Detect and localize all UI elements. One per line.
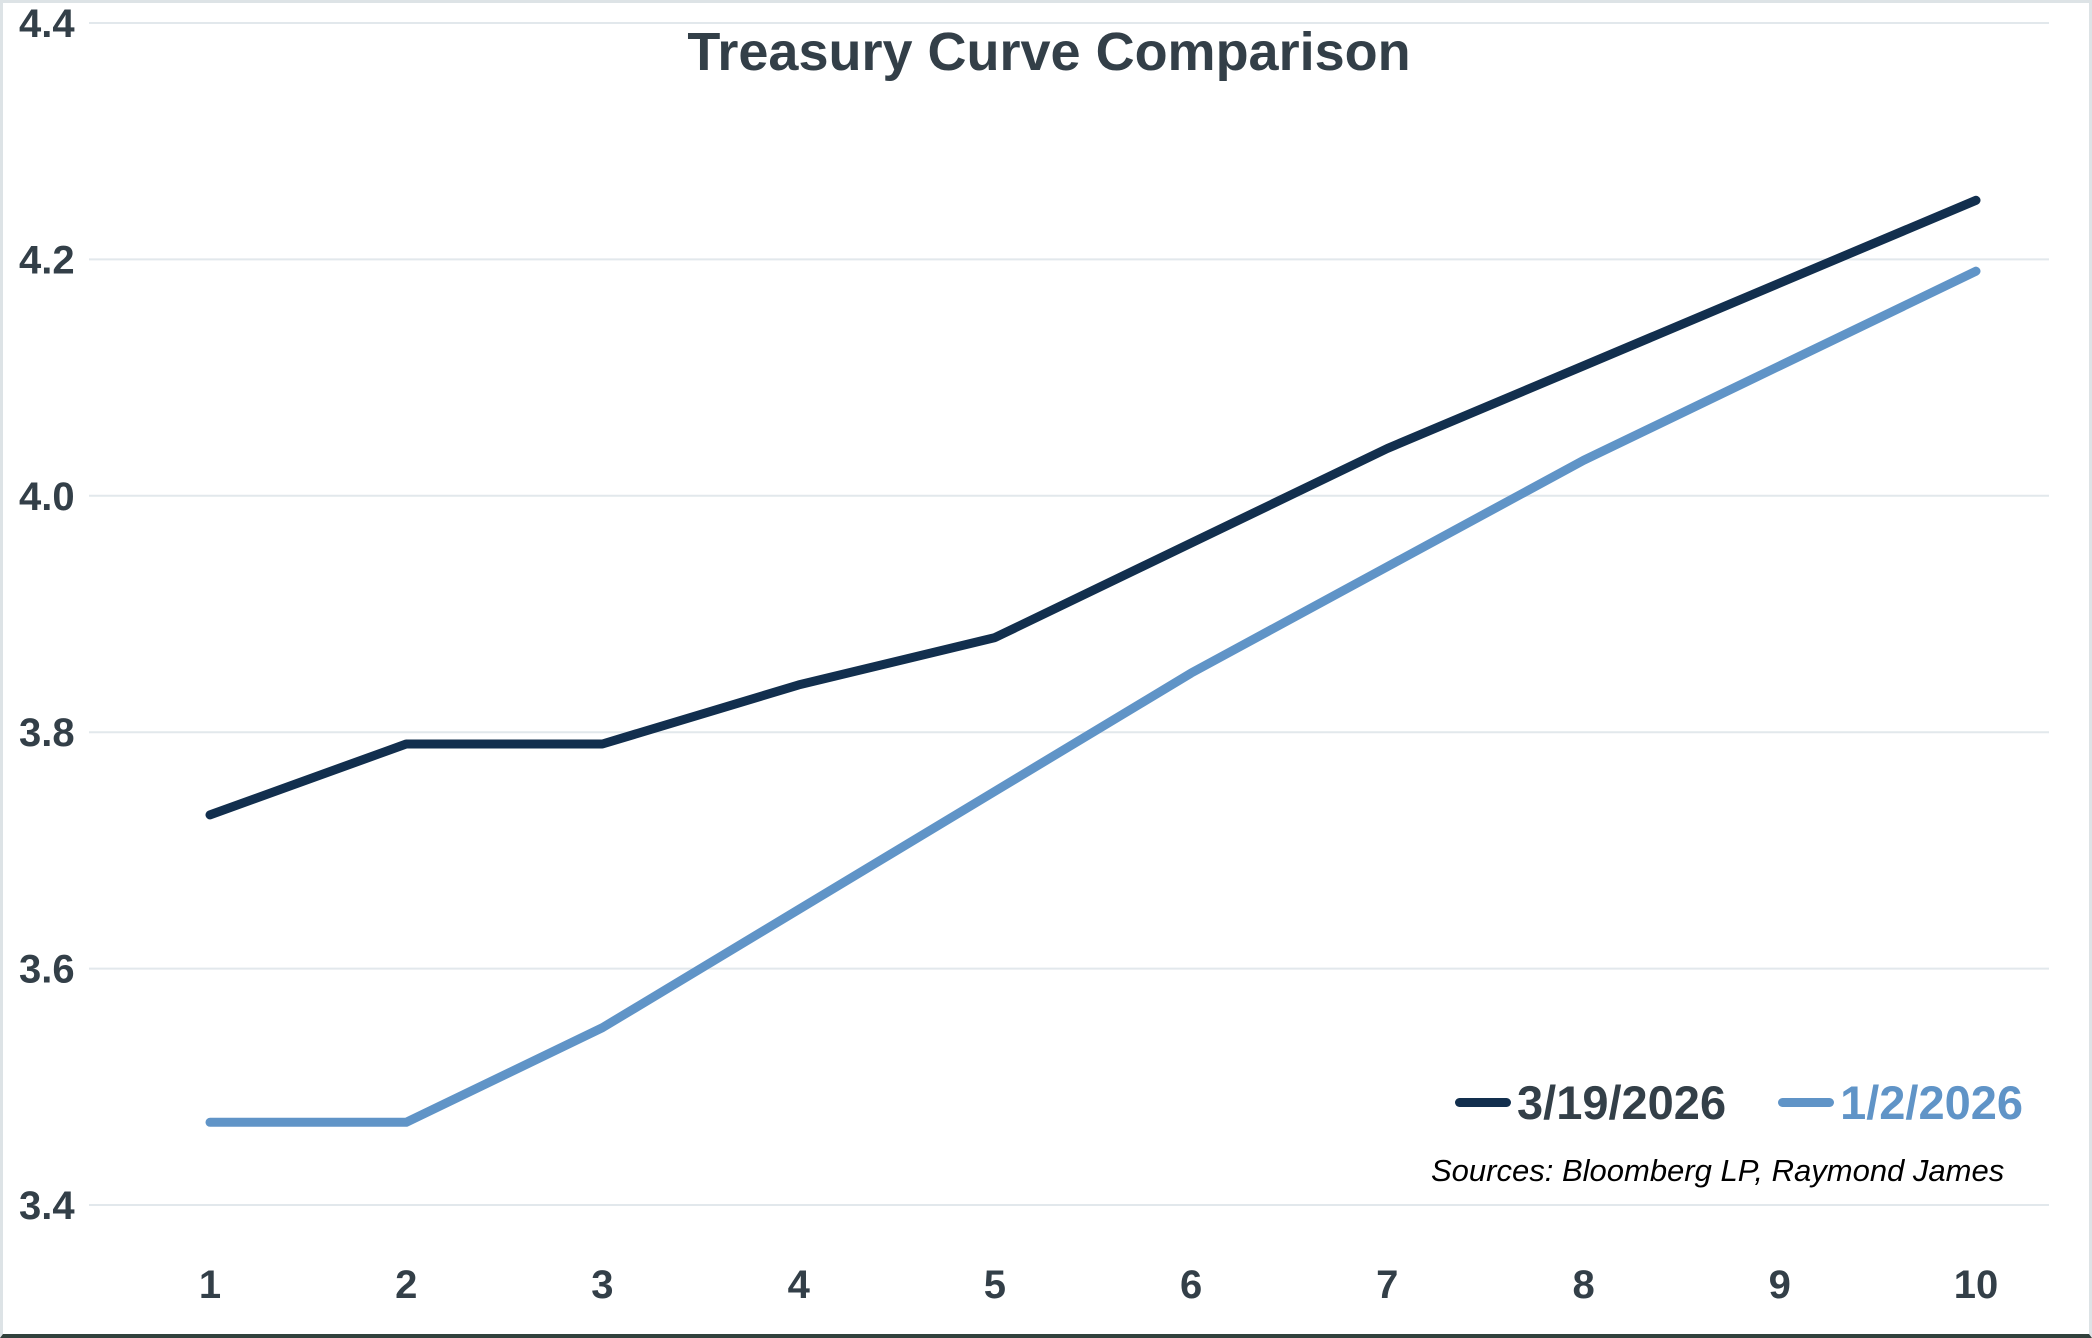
series-line-1-2-2026 [205, 266, 1981, 1127]
series-line-3-19-2026 [205, 195, 1981, 820]
legend-swatch-light-line [1778, 1098, 1835, 1107]
x-tick-label-8: 8 [1572, 1263, 1594, 1307]
x-tick-label-7: 7 [1376, 1263, 1398, 1307]
x-tick-label-3: 3 [591, 1263, 613, 1307]
y-tick-label-3.8: 3.8 [19, 711, 75, 755]
x-tick-label-10: 10 [1954, 1263, 1999, 1307]
x-tick-label-2: 2 [395, 1263, 417, 1307]
y-tick-label-4.4: 4.4 [19, 3, 75, 46]
chart-legend: 3/19/2026 1/2/2026 [1455, 1075, 2023, 1130]
x-tick-label-5: 5 [984, 1263, 1006, 1307]
x-tick-label-6: 6 [1180, 1263, 1202, 1307]
x-tick-label-1: 1 [199, 1263, 221, 1307]
legend-label-series-0: 3/19/2026 [1517, 1076, 1727, 1129]
legend-item-series-0: 3/19/2026 [1455, 1075, 1726, 1130]
y-tick-label-3.4: 3.4 [19, 1184, 75, 1228]
legend-item-series-1: 1/2/2026 [1778, 1075, 2023, 1130]
chart-title: Treasury Curve Comparison [687, 22, 1411, 82]
line-chart-plot: 3.4 3.6 3.8 4.0 4.2 4.4 1 2 3 4 5 6 7 8 9 10 [19, 3, 2049, 1307]
x-tick-label-9: 9 [1769, 1263, 1791, 1307]
y-tick-label-4.2: 4.2 [19, 238, 75, 282]
sources-note: Sources: Bloomberg LP, Raymond James [1431, 1153, 2005, 1188]
x-tick-label-4: 4 [788, 1263, 811, 1307]
legend-swatch-dark-line [1455, 1098, 1511, 1107]
y-tick-label-3.6: 3.6 [19, 948, 75, 992]
legend-label-series-1: 1/2/2026 [1840, 1076, 2024, 1129]
y-tick-label-4.0: 4.0 [19, 475, 75, 519]
